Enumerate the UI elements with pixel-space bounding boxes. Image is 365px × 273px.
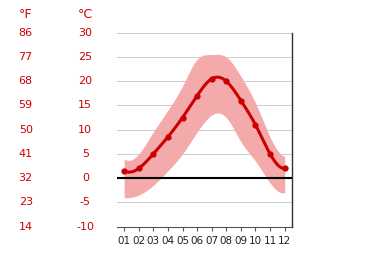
Text: 23: 23 bbox=[19, 197, 33, 207]
Text: 41: 41 bbox=[19, 149, 33, 159]
Text: 30: 30 bbox=[78, 28, 92, 38]
Text: 25: 25 bbox=[78, 52, 92, 62]
Text: 20: 20 bbox=[78, 76, 92, 86]
Text: °F: °F bbox=[19, 8, 32, 21]
Text: 68: 68 bbox=[19, 76, 33, 86]
Text: 77: 77 bbox=[19, 52, 33, 62]
Text: 32: 32 bbox=[19, 173, 33, 183]
Text: 15: 15 bbox=[78, 100, 92, 111]
Text: 14: 14 bbox=[19, 222, 33, 232]
Text: 0: 0 bbox=[82, 173, 89, 183]
Text: 86: 86 bbox=[19, 28, 33, 38]
Text: 50: 50 bbox=[19, 125, 33, 135]
Text: 10: 10 bbox=[78, 125, 92, 135]
Text: 5: 5 bbox=[82, 149, 89, 159]
Text: -5: -5 bbox=[80, 197, 91, 207]
Text: 59: 59 bbox=[19, 100, 33, 111]
Text: °C: °C bbox=[78, 8, 93, 21]
Text: -10: -10 bbox=[76, 222, 94, 232]
